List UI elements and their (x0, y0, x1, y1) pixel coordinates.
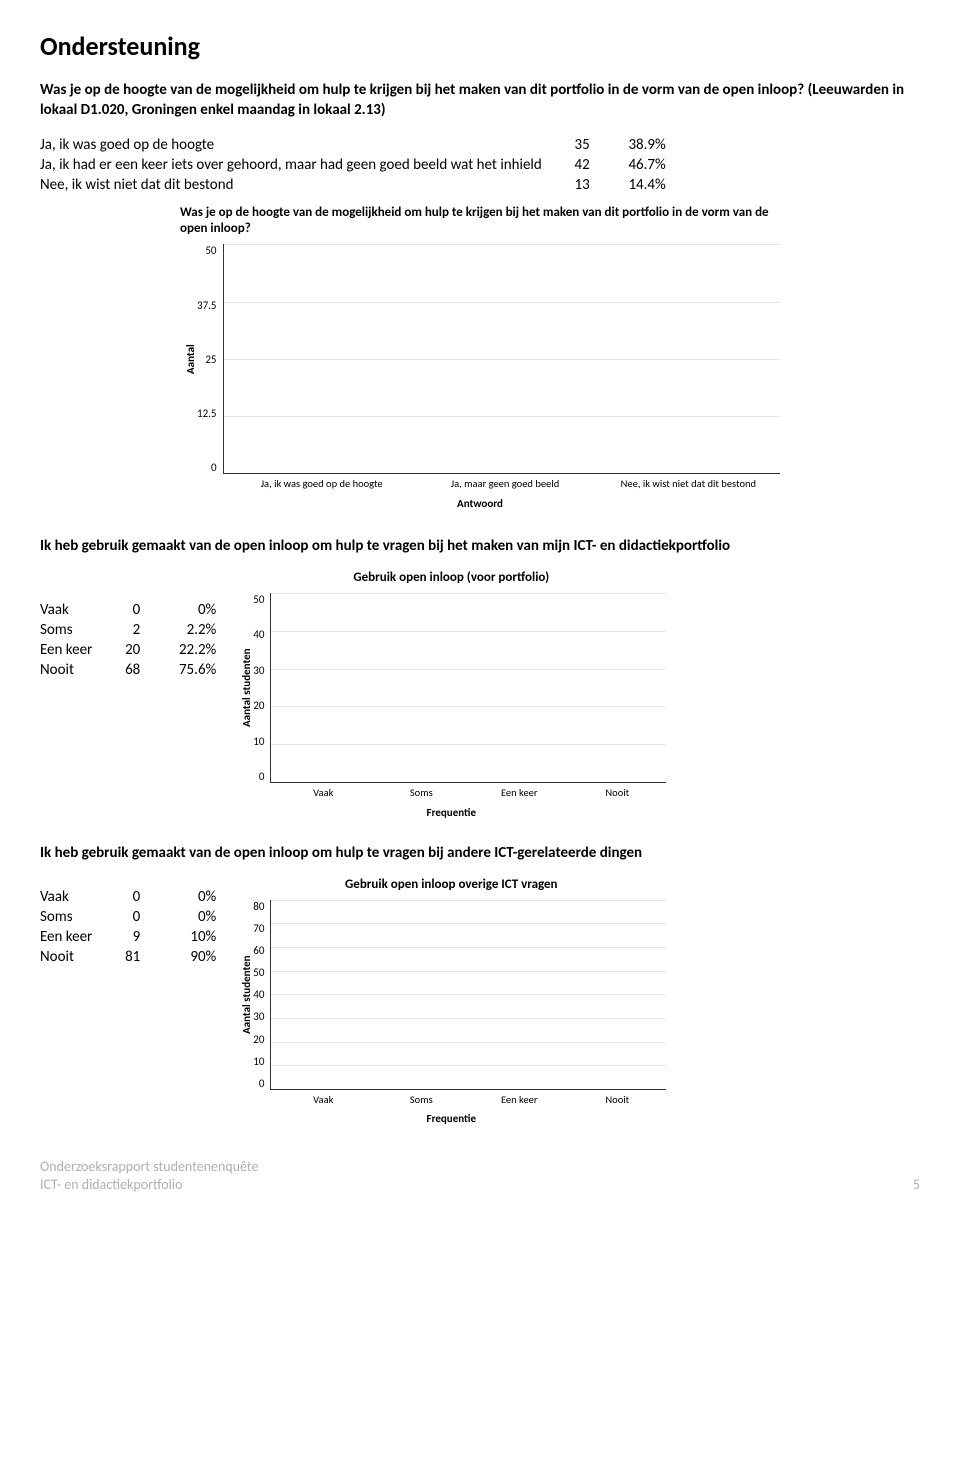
q2-results-table: Vaak00% Soms22.2% Een keer2022.2% Nooit6… (40, 600, 216, 680)
chart3-xlabels: Vaak Soms Een keer Nooit (274, 1094, 666, 1107)
chart2-plot (270, 593, 666, 783)
chart3-plot (270, 900, 666, 1090)
chart2-title: Gebruik open inloop (voor portfolio) (236, 570, 666, 587)
q1-row1-pct: 46.7% (610, 155, 666, 175)
q1-row2-pct: 14.4% (610, 175, 666, 195)
table-row: Nooit6875.6% (40, 660, 216, 680)
table-row: Een keer910% (40, 927, 216, 947)
chart1-xlabel: Nee, ik wist niet dat dit bestond (597, 478, 780, 491)
table-row: Nee, ik wist niet dat dit bestond 13 14.… (40, 175, 666, 195)
q1-row0-label: Ja, ik was goed op de hoogte (40, 135, 570, 155)
table-row: Ja, ik was goed op de hoogte 35 38.9% (40, 135, 666, 155)
table-row: Vaak00% (40, 600, 216, 620)
table-row: Vaak00% (40, 887, 216, 907)
chart1-ylabel: Aantal (180, 244, 197, 474)
q1-row0-pct: 38.9% (610, 135, 666, 155)
page-heading: Ondersteuning (40, 30, 920, 62)
chart1-ytick: 12.5 (197, 407, 217, 420)
q1-row2-n: 13 (570, 175, 610, 195)
chart1-xlabels: Ja, ik was goed op de hoogte Ja, maar ge… (230, 478, 780, 491)
chart3-ylabel: Aantal studenten (236, 900, 253, 1090)
chart1-ytick: 37.5 (197, 299, 217, 312)
table-row: Ja, ik had er een keer iets over gehoord… (40, 155, 666, 175)
q1-row0-n: 35 (570, 135, 610, 155)
chart2: Gebruik open inloop (voor portfolio) Aan… (236, 570, 666, 818)
chart1-title: Was je op de hoogte van de mogelijkheid … (180, 205, 780, 239)
q1-row2-label: Nee, ik wist niet dat dit bestond (40, 175, 570, 195)
page-number: 5 (913, 1176, 920, 1193)
table-row: Soms22.2% (40, 620, 216, 640)
q1-results-table: Ja, ik was goed op de hoogte 35 38.9% Ja… (40, 135, 666, 195)
q3-results-table: Vaak00% Soms00% Een keer910% Nooit8190% (40, 887, 216, 967)
table-row: Nooit8190% (40, 947, 216, 967)
q2-text: Ik heb gebruik gemaakt van de open inloo… (40, 536, 920, 556)
chart1-plot (223, 244, 780, 474)
chart1-ytick: 25 (205, 353, 216, 366)
chart2-xlabels: Vaak Soms Een keer Nooit (274, 787, 666, 800)
footer: Onderzoeksrapport studentenenquête ICT- … (40, 1158, 258, 1193)
q1-row1-label: Ja, ik had er een keer iets over gehoord… (40, 155, 570, 175)
chart2-ylabel: Aantal studenten (236, 593, 253, 783)
chart1-ytick: 0 (211, 461, 217, 474)
chart3-yticks: 80 70 60 50 40 30 20 10 0 (253, 900, 270, 1090)
chart3-title: Gebruik open inloop overige ICT vragen (236, 877, 666, 894)
chart3: Gebruik open inloop overige ICT vragen A… (236, 877, 666, 1125)
footer-line2: ICT- en didactiekportfolio (40, 1176, 183, 1193)
q1-row1-n: 42 (570, 155, 610, 175)
chart2-xlabel-axis: Frequentie (236, 806, 666, 819)
chart1-yticks: 50 37.5 25 12.5 0 (197, 244, 223, 474)
chart3-xlabel-axis: Frequentie (236, 1112, 666, 1125)
chart1-xlabel: Ja, ik was goed op de hoogte (230, 478, 413, 491)
chart1: Was je op de hoogte van de mogelijkheid … (180, 205, 780, 510)
chart1-xlabel: Ja, maar geen goed beeld (413, 478, 596, 491)
table-row: Een keer2022.2% (40, 640, 216, 660)
table-row: Soms00% (40, 907, 216, 927)
footer-line1: Onderzoeksrapport studentenenquête (40, 1158, 258, 1175)
chart2-yticks: 50 40 30 20 10 0 (253, 593, 270, 783)
chart1-ytick: 50 (205, 244, 216, 257)
q1-text: Was je op de hoogte van de mogelijkheid … (40, 80, 920, 121)
chart1-xlabel-axis: Antwoord (180, 497, 780, 510)
q3-text: Ik heb gebruik gemaakt van de open inloo… (40, 843, 920, 863)
